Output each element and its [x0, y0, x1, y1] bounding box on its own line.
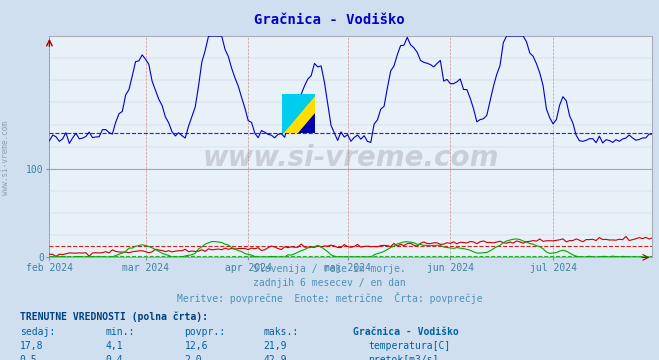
Text: 0,5: 0,5: [20, 355, 38, 360]
Text: www.si-vreme.com: www.si-vreme.com: [203, 144, 499, 172]
Text: Meritve: povprečne  Enote: metrične  Črta: povprečje: Meritve: povprečne Enote: metrične Črta:…: [177, 292, 482, 304]
Text: 42,9: 42,9: [264, 355, 287, 360]
Text: Slovenija / reke in morje.: Slovenija / reke in morje.: [253, 264, 406, 274]
Text: 2,0: 2,0: [185, 355, 202, 360]
Text: min.:: min.:: [105, 327, 135, 337]
Text: www.si-vreme.com: www.si-vreme.com: [1, 121, 10, 195]
Polygon shape: [281, 94, 315, 134]
Text: temperatura[C]: temperatura[C]: [368, 341, 451, 351]
Text: 4,1: 4,1: [105, 341, 123, 351]
Text: Gračnica - Vodiško: Gračnica - Vodiško: [254, 13, 405, 27]
Text: povpr.:: povpr.:: [185, 327, 225, 337]
Text: pretok[m3/s]: pretok[m3/s]: [368, 355, 439, 360]
Text: 0,4: 0,4: [105, 355, 123, 360]
Polygon shape: [281, 94, 315, 134]
Text: TRENUTNE VREDNOSTI (polna črta):: TRENUTNE VREDNOSTI (polna črta):: [20, 311, 208, 322]
Text: 21,9: 21,9: [264, 341, 287, 351]
Text: 12,6: 12,6: [185, 341, 208, 351]
Text: maks.:: maks.:: [264, 327, 299, 337]
Text: 17,8: 17,8: [20, 341, 43, 351]
Text: sedaj:: sedaj:: [20, 327, 55, 337]
Text: Gračnica - Vodiško: Gračnica - Vodiško: [353, 327, 458, 337]
Polygon shape: [299, 113, 315, 134]
Text: zadnjih 6 mesecev / en dan: zadnjih 6 mesecev / en dan: [253, 278, 406, 288]
